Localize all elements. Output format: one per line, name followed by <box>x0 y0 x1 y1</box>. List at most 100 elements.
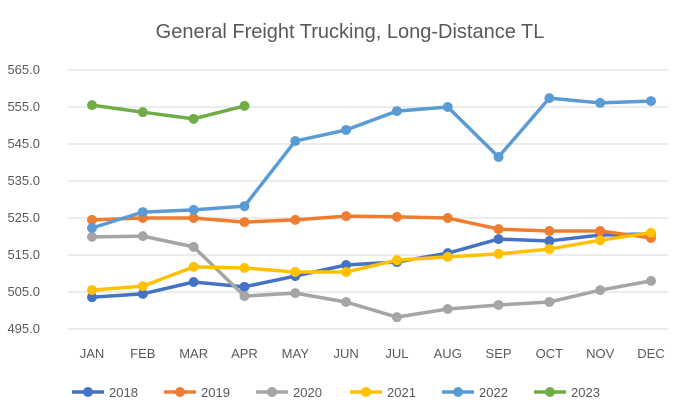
data-point <box>341 124 352 135</box>
data-point <box>646 227 656 238</box>
legend-label: 2023 <box>571 385 600 400</box>
data-point <box>595 97 606 108</box>
legend-item-2020: 2020 <box>256 385 322 400</box>
legend-item-2019: 2019 <box>164 385 230 400</box>
series-line <box>91 232 652 299</box>
data-point <box>239 291 250 302</box>
data-point <box>188 277 199 288</box>
data-point <box>493 234 504 245</box>
data-point <box>239 100 250 111</box>
series-line <box>91 96 652 230</box>
data-point <box>595 235 606 246</box>
data-point <box>341 211 352 222</box>
data-point <box>595 225 606 236</box>
data-point <box>391 211 402 222</box>
data-point <box>87 285 97 296</box>
data-point <box>188 204 199 215</box>
series-line <box>91 103 245 121</box>
data-point <box>646 96 656 107</box>
y-tick-label: 535.0 <box>7 173 40 188</box>
legend-marker <box>453 387 463 397</box>
data-point <box>442 251 453 262</box>
data-point <box>442 102 453 112</box>
y-tick-label: 495.0 <box>7 321 40 336</box>
legend-item-2023: 2023 <box>534 385 600 400</box>
data-point <box>595 285 606 296</box>
legend-marker <box>361 387 371 397</box>
x-tick-label: SEP <box>486 346 512 361</box>
data-point <box>290 288 301 299</box>
y-tick-label: 565.0 <box>7 62 40 77</box>
data-point <box>442 213 453 223</box>
data-point <box>290 214 301 225</box>
data-point <box>544 296 555 307</box>
data-point <box>391 255 402 266</box>
x-tick-label: MAR <box>179 346 208 361</box>
series-2020 <box>87 231 656 323</box>
data-point <box>391 312 402 323</box>
data-point <box>137 281 148 292</box>
data-point <box>442 304 453 315</box>
series-2023 <box>87 100 250 124</box>
data-point <box>87 100 97 111</box>
data-point <box>290 136 301 147</box>
y-tick-label: 525.0 <box>7 210 40 225</box>
legend-item-2018: 2018 <box>72 385 138 400</box>
x-tick-label: JUN <box>333 346 358 361</box>
series-2019 <box>87 211 656 243</box>
x-tick-label: FEB <box>130 346 155 361</box>
x-tick-label: NOV <box>586 346 615 361</box>
legend-marker <box>545 387 555 397</box>
data-point <box>341 296 352 307</box>
y-tick-label: 545.0 <box>7 136 40 151</box>
series-2021 <box>87 227 656 296</box>
data-point <box>137 288 148 299</box>
y-tick-label: 515.0 <box>7 247 40 262</box>
data-point <box>87 214 97 225</box>
series-line <box>91 214 652 240</box>
y-tick-label: 505.0 <box>7 284 40 299</box>
x-tick-label: JAN <box>80 346 105 361</box>
legend-label: 2020 <box>293 385 322 400</box>
legend-label: 2019 <box>201 385 230 400</box>
x-tick-label: JUL <box>385 346 408 361</box>
data-point <box>544 244 555 255</box>
data-point <box>188 261 199 272</box>
x-tick-label: AUG <box>434 346 462 361</box>
data-point <box>87 292 97 303</box>
legend-label: 2018 <box>109 385 138 400</box>
series-line <box>91 231 652 292</box>
data-point <box>239 281 250 292</box>
data-point <box>544 93 555 104</box>
data-point <box>493 248 504 259</box>
x-tick-label: DEC <box>637 346 664 361</box>
data-point <box>137 207 148 218</box>
data-point <box>544 225 555 236</box>
data-point <box>646 275 656 286</box>
data-point <box>493 224 504 235</box>
data-point <box>493 151 504 162</box>
data-point <box>188 241 199 252</box>
x-tick-label: OCT <box>536 346 564 361</box>
data-point <box>137 231 148 242</box>
legend-marker <box>83 387 93 397</box>
legend-label: 2021 <box>387 385 416 400</box>
data-point <box>137 107 148 118</box>
data-point <box>239 217 250 228</box>
legend-item-2021: 2021 <box>350 385 416 400</box>
series-2018 <box>87 228 656 303</box>
legend-marker <box>175 387 185 397</box>
data-point <box>87 231 97 242</box>
data-point <box>239 201 250 212</box>
y-tick-label: 555.0 <box>7 99 40 114</box>
data-point <box>341 259 352 270</box>
legend-item-2022: 2022 <box>442 385 508 400</box>
data-point <box>493 299 504 310</box>
data-point <box>341 267 352 278</box>
chart-title: General Freight Trucking, Long-Distance … <box>156 21 545 43</box>
x-tick-label: APR <box>231 346 258 361</box>
data-point <box>239 262 250 273</box>
data-point <box>290 267 301 278</box>
data-point <box>188 213 199 223</box>
